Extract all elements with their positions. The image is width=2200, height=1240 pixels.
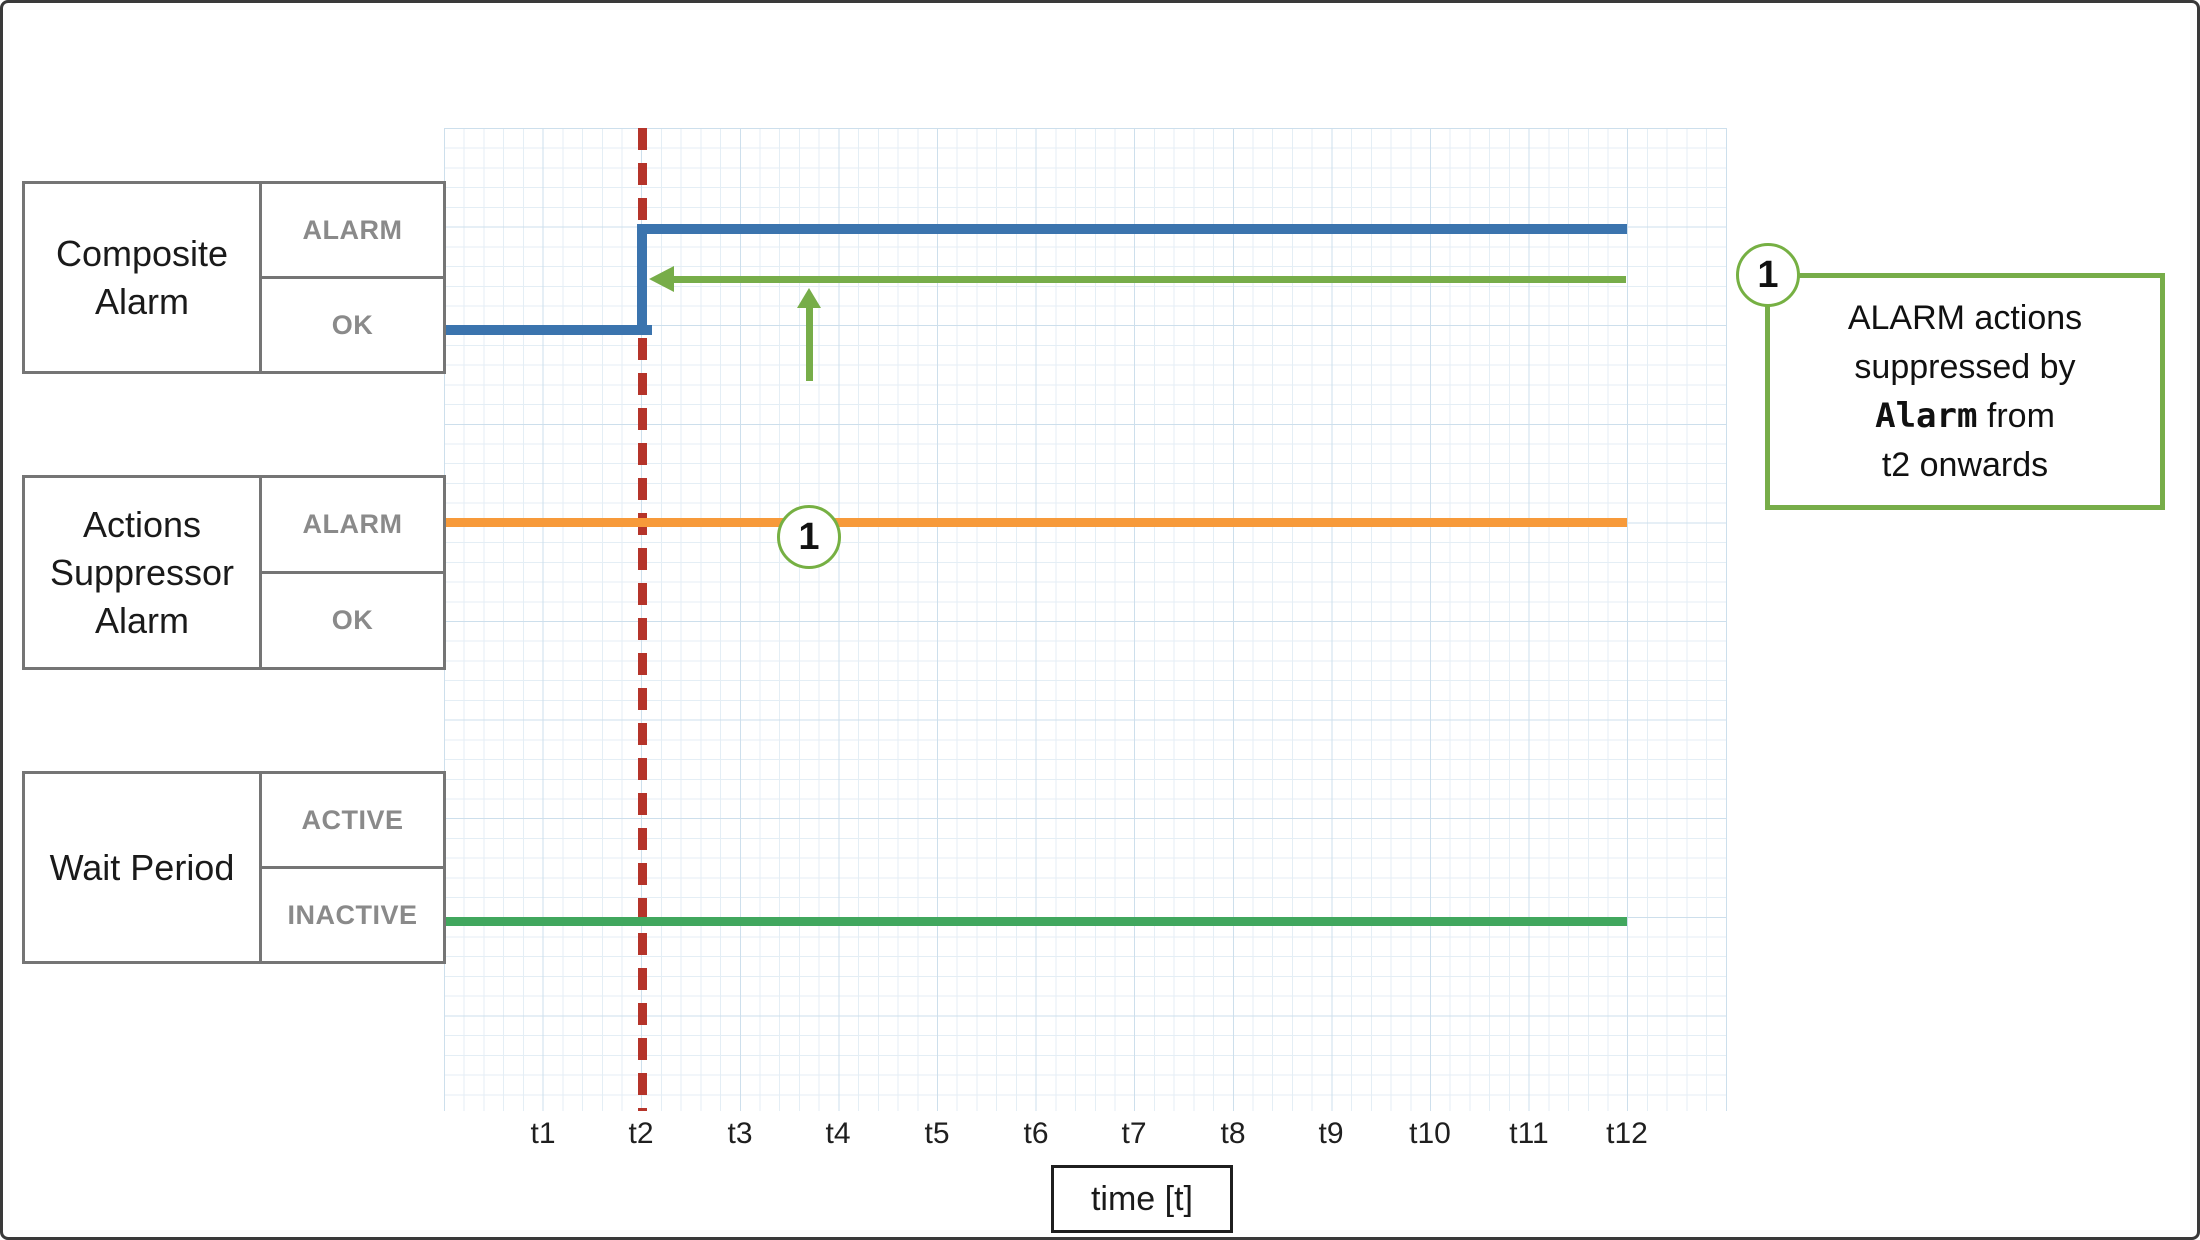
row-actions-suppressor-alarm-name: Actions Suppressor Alarm: [25, 478, 262, 667]
callout-line-3: Alarm from: [1875, 392, 2055, 441]
tick-t9: t9: [1318, 1117, 1344, 1150]
tick-t5: t5: [924, 1117, 950, 1150]
x-axis-label-box: time [t]: [1051, 1165, 1233, 1233]
composite-alarm-step-segment: [637, 224, 647, 335]
tick-t11: t11: [1509, 1117, 1549, 1150]
row-wait-period: Wait Period ACTIVE INACTIVE: [22, 771, 446, 964]
t2-event-dashed-line: [638, 128, 647, 1111]
suppressor-alarm-line: [444, 518, 1627, 527]
callout-box: ALARM actions suppressed by Alarm from t…: [1765, 273, 2165, 510]
row-actions-suppressor-alarm-state-ok: OK: [331, 605, 374, 635]
composite-alarm-ok-segment: [444, 325, 652, 335]
tick-t1: t1: [530, 1117, 556, 1150]
callout-alarm-code: Alarm: [1875, 395, 1978, 436]
row-wait-period-state-inactive: INACTIVE: [287, 899, 418, 930]
callout-line-3-suffix: from: [1977, 396, 2055, 435]
row-wait-period-name: Wait Period: [25, 774, 262, 961]
tick-t6: t6: [1023, 1117, 1049, 1150]
row-actions-suppressor-alarm: Actions Suppressor Alarm ALARM OK: [22, 475, 446, 670]
suppression-arrow-shaft: [672, 276, 1626, 283]
row-composite-alarm: Composite Alarm ALARM OK: [22, 181, 446, 374]
tick-t12: t12: [1606, 1117, 1648, 1150]
row-composite-alarm-state-ok: OK: [331, 309, 374, 340]
callout-line-4: t2 onwards: [1881, 445, 2049, 484]
badge-pointer-arrow-shaft: [806, 306, 813, 381]
tick-t8: t8: [1220, 1117, 1246, 1150]
row-composite-alarm-state-alarm: ALARM: [262, 184, 443, 279]
tick-t2: t2: [628, 1117, 654, 1150]
tick-t4: t4: [825, 1117, 851, 1150]
composite-alarm-alarm-segment: [637, 224, 1627, 234]
callout-badge-1-label: 1: [1757, 253, 1779, 296]
callout-line-1: ALARM actions: [1847, 298, 2083, 337]
callout-line-2: suppressed by: [1854, 347, 2076, 386]
annotation-badge-1: 1: [777, 505, 841, 569]
badge-pointer-arrow-head-icon: [797, 288, 821, 308]
row-wait-period-state-active: ACTIVE: [262, 774, 443, 869]
tick-t10: t10: [1409, 1117, 1451, 1150]
tick-t3: t3: [727, 1117, 753, 1150]
tick-t7: t7: [1121, 1117, 1147, 1150]
x-axis-label: time [t]: [1090, 1179, 1194, 1218]
annotation-badge-1-label: 1: [798, 515, 820, 558]
suppression-arrow-head-icon: [649, 266, 674, 292]
callout-badge-1: 1: [1736, 243, 1800, 307]
row-composite-alarm-name: Composite Alarm: [25, 184, 262, 371]
wait-period-line: [444, 917, 1627, 926]
row-actions-suppressor-alarm-state-alarm: ALARM: [262, 478, 443, 574]
timeline-grid: 1: [444, 128, 1727, 1111]
